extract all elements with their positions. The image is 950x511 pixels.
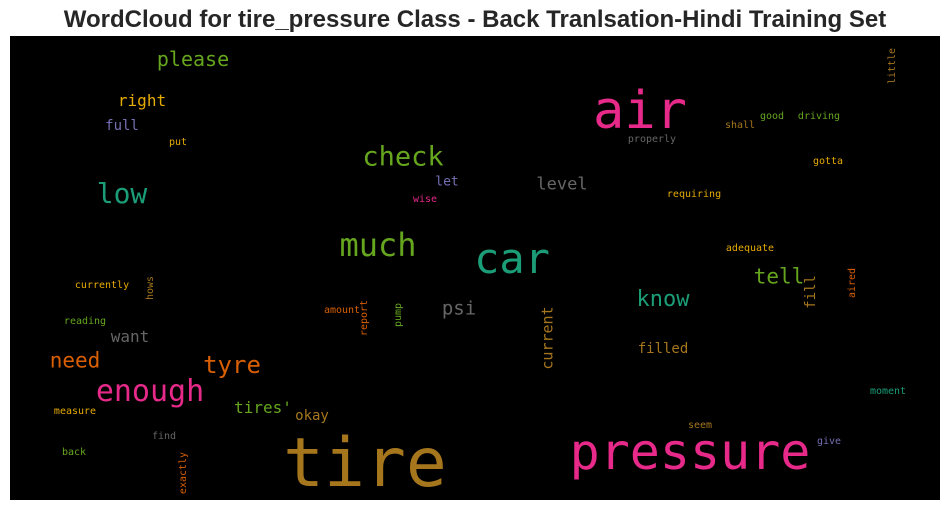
word-wise: wise [412, 194, 438, 205]
word-okay: okay [295, 408, 329, 424]
word-pressure: pressure [569, 423, 811, 481]
word-properly: properly [627, 134, 677, 145]
word-report: report [359, 299, 370, 337]
word-current: current [538, 306, 557, 370]
word-driving: driving [797, 111, 841, 122]
word-car: car [474, 234, 550, 283]
word-requiring: requiring [666, 189, 722, 200]
word-gotta: gotta [812, 156, 844, 167]
word-please: please [156, 47, 230, 71]
wordcloud-canvas: tire pressure air car much check enough low tyre… [10, 36, 940, 500]
word-check: check [362, 141, 444, 173]
word-back: back [61, 447, 87, 458]
word-shall: shall [724, 120, 756, 131]
word-need: need [49, 348, 101, 373]
word-air: air [593, 81, 687, 141]
chart-title: WordCloud for tire_pressure Class - Back… [63, 6, 887, 33]
word-good: good [759, 111, 785, 122]
word-fill: fill [803, 275, 819, 309]
word-adequate: adequate [725, 243, 775, 254]
word-want: want [110, 327, 150, 346]
word-tire: tire [283, 424, 447, 500]
word-reading: reading [63, 316, 107, 327]
word-filled: filled [637, 341, 689, 357]
word-find: find [151, 431, 177, 442]
word-psi: psi [441, 297, 477, 320]
word-give: give [816, 436, 842, 447]
word-aired: aired [847, 267, 858, 299]
word-know: know [636, 287, 690, 312]
word-hows: hows [145, 275, 156, 301]
word-tires: tires' [234, 398, 292, 417]
word-right: right [117, 91, 167, 110]
word-exactly: exactly [178, 451, 189, 495]
word-measure: measure [53, 406, 97, 417]
word-let: let [435, 174, 459, 190]
word-amount: amount [323, 305, 361, 316]
word-put: put [168, 137, 188, 148]
word-much: much [339, 226, 417, 264]
word-pump: pump [393, 302, 404, 328]
word-enough: enough [95, 374, 205, 409]
word-level: level [536, 174, 588, 195]
word-seem: seem [687, 420, 713, 431]
word-full: full [105, 118, 139, 134]
word-low: low [96, 177, 148, 210]
word-little: little [887, 47, 898, 85]
word-tyre: tyre [203, 351, 261, 379]
word-moment: moment [869, 386, 907, 397]
word-currently: currently [74, 280, 130, 291]
word-tell: tell [753, 264, 805, 289]
